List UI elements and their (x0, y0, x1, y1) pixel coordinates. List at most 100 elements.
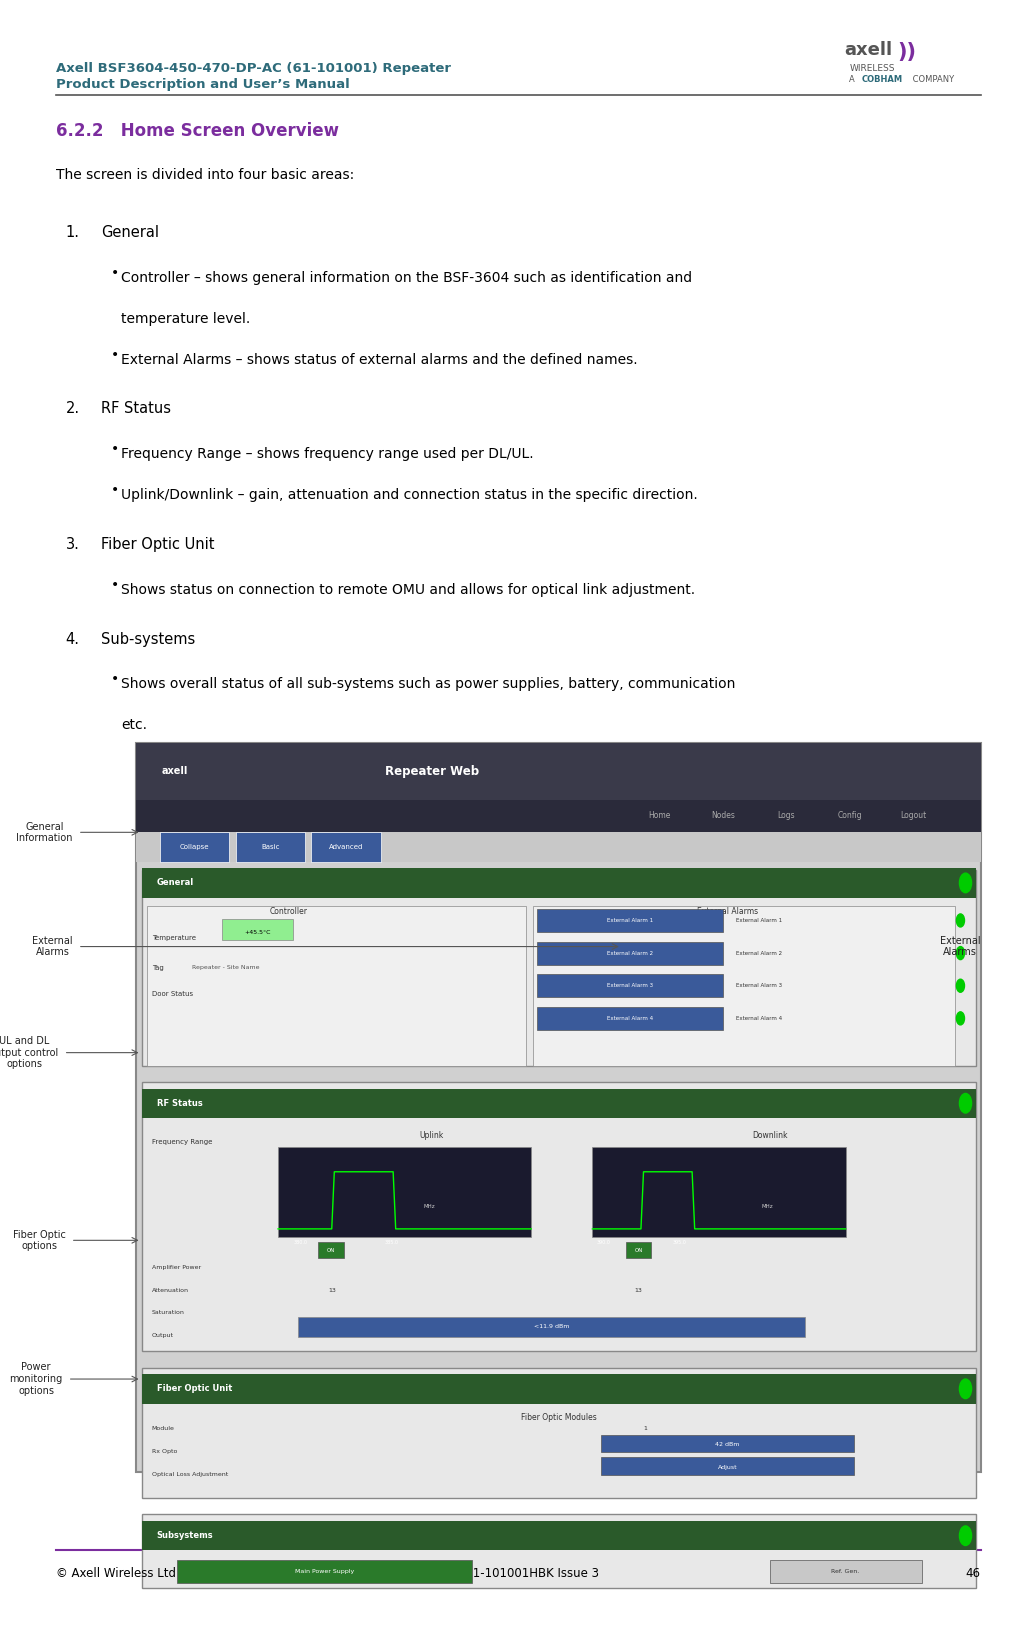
Text: Tag: Tag (152, 965, 164, 971)
Text: •: • (111, 442, 119, 457)
Text: External
Alarms: External Alarms (32, 935, 73, 958)
Text: MHz: MHz (761, 1204, 772, 1209)
FancyBboxPatch shape (538, 1007, 723, 1030)
Text: External Alarm 3: External Alarm 3 (608, 982, 653, 989)
Text: Downlink: Downlink (752, 1131, 788, 1141)
Circle shape (959, 1093, 972, 1113)
Text: ON: ON (635, 1247, 643, 1253)
Text: <11.9 dBm: <11.9 dBm (534, 1324, 569, 1330)
Text: Rx Opto: Rx Opto (152, 1449, 177, 1454)
Text: Controller: Controller (270, 907, 307, 917)
Text: Shows overall status of all sub-systems such as power supplies, battery, communi: Shows overall status of all sub-systems … (121, 677, 736, 692)
Text: 46: 46 (966, 1567, 981, 1580)
Text: RF Status: RF Status (101, 401, 171, 416)
Circle shape (956, 1012, 964, 1025)
Text: 2.: 2. (66, 401, 80, 416)
Text: Product Description and User’s Manual: Product Description and User’s Manual (56, 78, 350, 91)
Text: Config: Config (837, 811, 862, 821)
Text: 380.0: 380.0 (293, 1240, 307, 1245)
FancyBboxPatch shape (298, 1317, 805, 1337)
Text: General: General (157, 878, 194, 888)
FancyBboxPatch shape (142, 1089, 976, 1118)
FancyBboxPatch shape (177, 1560, 472, 1583)
Text: axell: axell (844, 41, 893, 59)
FancyBboxPatch shape (533, 906, 955, 1066)
Text: Attenuation: Attenuation (152, 1288, 189, 1293)
FancyBboxPatch shape (601, 1457, 854, 1475)
FancyBboxPatch shape (147, 906, 527, 1066)
Text: 6.2.2   Home Screen Overview: 6.2.2 Home Screen Overview (56, 122, 339, 140)
FancyBboxPatch shape (601, 1435, 854, 1452)
Text: Temperature: Temperature (152, 935, 196, 942)
Text: +45.5°C: +45.5°C (245, 930, 271, 935)
Text: MHz: MHz (424, 1204, 435, 1209)
Text: ON: ON (327, 1247, 336, 1253)
FancyBboxPatch shape (142, 1082, 976, 1351)
Text: Optical Loss Adjustment: Optical Loss Adjustment (152, 1472, 227, 1477)
Text: 390.0: 390.0 (596, 1240, 611, 1245)
Text: Output: Output (152, 1333, 174, 1338)
Text: Frequency Range – shows frequency range used per DL/UL.: Frequency Range – shows frequency range … (121, 447, 534, 462)
FancyBboxPatch shape (142, 1514, 976, 1588)
Text: 13: 13 (635, 1288, 642, 1293)
Text: 1.: 1. (66, 225, 80, 240)
FancyBboxPatch shape (222, 919, 293, 940)
Text: The screen is divided into four basic areas:: The screen is divided into four basic ar… (56, 168, 354, 183)
Text: •: • (111, 672, 119, 687)
Text: axell: axell (162, 765, 188, 777)
Text: UL and DL
output control
options: UL and DL output control options (0, 1036, 59, 1069)
Text: External
Alarms: External Alarms (940, 935, 981, 958)
Text: Uplink: Uplink (420, 1131, 444, 1141)
Circle shape (959, 873, 972, 893)
Circle shape (959, 1379, 972, 1399)
Text: External Alarm 4: External Alarm 4 (736, 1015, 782, 1022)
Text: Logs: Logs (777, 811, 796, 821)
Text: COBHAM: COBHAM (861, 75, 903, 85)
Text: 3.: 3. (66, 537, 80, 552)
FancyBboxPatch shape (769, 1560, 922, 1583)
Text: Doc. No. 61-101001HBK Issue 3: Doc. No. 61-101001HBK Issue 3 (412, 1567, 599, 1580)
FancyBboxPatch shape (626, 1242, 651, 1258)
Text: 42 dBm: 42 dBm (715, 1441, 740, 1448)
FancyBboxPatch shape (142, 1374, 976, 1404)
Circle shape (956, 979, 964, 992)
FancyBboxPatch shape (538, 942, 723, 965)
Text: Fiber Optic Unit: Fiber Optic Unit (101, 537, 214, 552)
FancyBboxPatch shape (160, 832, 229, 862)
Text: Controller – shows general information on the BSF-3604 such as identification an: Controller – shows general information o… (121, 271, 693, 286)
Text: Basic: Basic (261, 844, 280, 850)
FancyBboxPatch shape (311, 832, 381, 862)
Text: External Alarm 2: External Alarm 2 (736, 950, 782, 956)
Text: External Alarm 1: External Alarm 1 (736, 917, 782, 924)
Text: External Alarms: External Alarms (697, 907, 758, 917)
Text: External Alarm 1: External Alarm 1 (608, 917, 653, 924)
Text: Module: Module (152, 1426, 175, 1431)
FancyBboxPatch shape (538, 909, 723, 932)
Text: External Alarms – shows status of external alarms and the defined names.: External Alarms – shows status of extern… (121, 353, 638, 367)
Text: 4.: 4. (66, 632, 80, 646)
Text: Ref. Gen.: Ref. Gen. (831, 1568, 859, 1575)
Text: Adjust: Adjust (718, 1464, 737, 1470)
Text: Saturation: Saturation (152, 1310, 185, 1315)
Text: •: • (111, 266, 119, 281)
Text: Fiber Optic Modules: Fiber Optic Modules (521, 1413, 596, 1423)
FancyBboxPatch shape (142, 870, 976, 1066)
Text: A: A (849, 75, 857, 85)
Text: Subsystems: Subsystems (157, 1531, 213, 1541)
Text: Main Power Supply: Main Power Supply (295, 1568, 354, 1575)
Text: External Alarm 4: External Alarm 4 (608, 1015, 653, 1022)
Text: )): )) (898, 42, 917, 62)
Text: temperature level.: temperature level. (121, 312, 251, 326)
Text: RF Status: RF Status (157, 1098, 202, 1108)
Text: •: • (111, 483, 119, 498)
Text: Shows status on connection to remote OMU and allows for optical link adjustment.: Shows status on connection to remote OMU… (121, 583, 696, 597)
Text: General: General (101, 225, 159, 240)
FancyBboxPatch shape (538, 974, 723, 997)
FancyBboxPatch shape (142, 868, 976, 898)
Text: etc.: etc. (121, 718, 148, 733)
Text: Frequency Range: Frequency Range (152, 1139, 212, 1146)
Text: Uplink/Downlink – gain, attenuation and connection status in the specific direct: Uplink/Downlink – gain, attenuation and … (121, 488, 698, 503)
Text: Fiber Optic
options: Fiber Optic options (13, 1229, 66, 1252)
FancyBboxPatch shape (318, 1242, 344, 1258)
Text: Power
monitoring
options: Power monitoring options (9, 1363, 63, 1395)
